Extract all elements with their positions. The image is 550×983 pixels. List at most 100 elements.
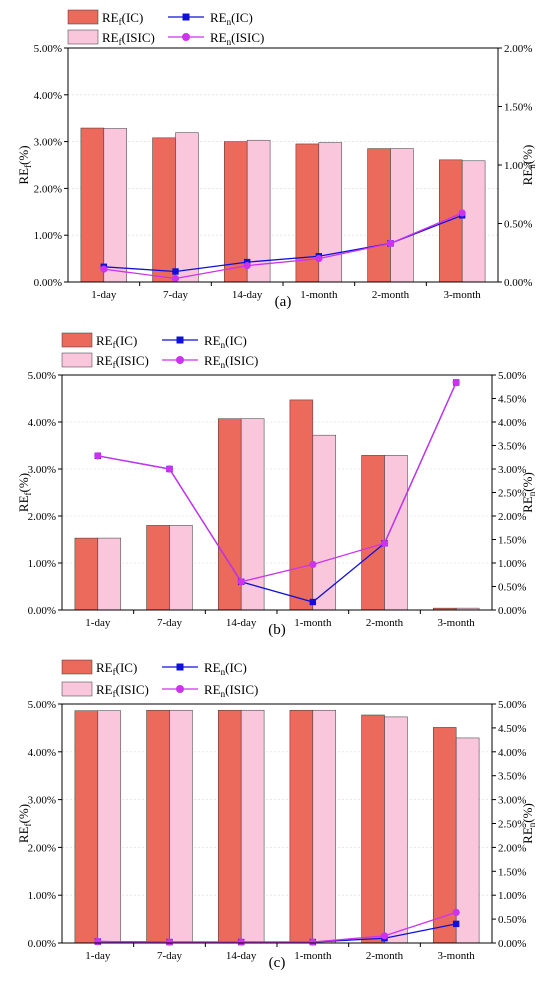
y-right-tick-label: 2.00% (498, 842, 526, 854)
x-tick-label: 1-month (294, 950, 332, 962)
x-tick-label: 7-day (163, 289, 189, 301)
panel-label: (a) (275, 294, 292, 310)
bar-ic (146, 709, 170, 944)
legend-label-suffix: (IC) (225, 333, 247, 348)
legend-label-sub: f (113, 667, 116, 677)
legend-label-suffix: (IC) (116, 333, 138, 348)
y-right-tick-label: 5.00% (498, 370, 526, 382)
y-right-tick-label: 0.50% (504, 219, 532, 231)
bar-isic (312, 434, 337, 611)
bar-isic (97, 710, 122, 944)
y-right-tick-label: 2.00% (504, 43, 532, 55)
legend: REf(IC)REf(ISIC)REn(IC)REn(ISIC) (67, 9, 264, 47)
y-left-tick-label: 4.00% (34, 90, 62, 102)
point-marker (386, 239, 395, 247)
y-right-tick-label: 0.50% (498, 914, 526, 926)
legend-label: REn(IC) (204, 333, 247, 350)
y-right-axis-title-sub: n (527, 491, 537, 496)
legend-label-suffix: (IC) (116, 660, 138, 675)
point-marker (380, 539, 389, 547)
y-left-tick-label: 0.00% (34, 277, 62, 289)
y-right-axis-title-suffix: (%) (520, 472, 535, 492)
legend-label-suffix: (ISIC) (122, 30, 155, 45)
y-left-tick-label: 2.00% (28, 842, 56, 854)
y-left-axis-title: REf(%) (16, 473, 33, 512)
legend-label-suffix: (IC) (225, 660, 247, 675)
legend-label-sub: f (113, 360, 116, 370)
y-right-axis-title-sub: n (527, 822, 537, 827)
y-right-tick-label: 2.00% (498, 511, 526, 523)
y-right-axis-title-suffix: (%) (520, 145, 535, 165)
x-tick-label: 1-day (85, 617, 111, 629)
x-tick-label: 1-day (85, 950, 111, 962)
legend-label-base: RE (204, 682, 221, 697)
bar-ic (367, 148, 391, 283)
bar-ic (289, 709, 314, 944)
legend-label: REf(ISIC) (96, 353, 149, 370)
legend-label-base: RE (102, 30, 119, 45)
x-tick-label: 2-month (366, 617, 404, 629)
y-left-axis-title-suffix: (%) (16, 473, 31, 493)
legend-label: REf(IC) (96, 660, 137, 677)
panel-label: (c) (269, 955, 286, 971)
legend-swatch-bar (61, 352, 93, 368)
legend-label-base: RE (96, 353, 113, 368)
chart-panel-2: 0.00% 1.00% 2.00% 3.00% 4.00% 5.00% 0.00% 0.50%… (16, 332, 537, 638)
legend-swatch-bar (67, 9, 99, 25)
y-left-axis-title-sub: f (23, 823, 33, 826)
bar-ic (361, 455, 385, 611)
point-marker (458, 209, 466, 217)
bar-isic (461, 160, 486, 283)
legend-label-suffix: (IC) (231, 10, 253, 25)
bar-ic (80, 127, 105, 283)
legend-marker (176, 356, 184, 364)
legend-label-base: RE (210, 30, 227, 45)
legend-marker (176, 336, 184, 344)
legend-label: REn(IC) (210, 10, 253, 27)
legend-label-suffix: (IC) (122, 10, 144, 25)
legend-label-base: RE (204, 333, 221, 348)
legend-label-sub: n (227, 37, 232, 47)
point-marker (237, 938, 245, 946)
legend-label-sub: f (113, 689, 116, 699)
legend-label-suffix: (ISIC) (225, 682, 258, 697)
legend-label-suffix: (ISIC) (225, 353, 258, 368)
plot-frame (61, 703, 493, 944)
legend: REf(IC)REf(ISIC)REn(IC)REn(ISIC) (61, 332, 258, 370)
y-left-tick-label: 1.00% (28, 890, 56, 902)
x-tick-label: 7-day (157, 950, 183, 962)
series-line-isic (97, 911, 457, 943)
y-right-axis-title-base: RE (520, 169, 535, 186)
point-marker (452, 378, 460, 387)
y-right-tick-label: 1.00% (498, 558, 526, 570)
y-left-tick-label: 0.00% (28, 938, 56, 950)
y-right-tick-label: 4.50% (498, 723, 526, 735)
legend-label: REn(ISIC) (204, 353, 258, 370)
bar-isic (103, 128, 128, 283)
y-right-axis-title-suffix: (%) (520, 803, 535, 823)
legend-label-sub: f (119, 37, 122, 47)
legend-swatch-bar (61, 659, 93, 675)
legend-label-sub: f (119, 17, 122, 27)
legend-label-base: RE (96, 682, 113, 697)
legend-marker (176, 685, 184, 693)
y-right-tick-label: 1.00% (498, 890, 526, 902)
bar-ic (74, 710, 99, 944)
y-left-axis-title: REf(%) (16, 804, 33, 843)
y-right-tick-label: 4.50% (498, 394, 526, 406)
x-tick-label: 3-month (438, 950, 476, 962)
legend-swatch-bar (67, 29, 99, 45)
legend-swatch-bar (61, 681, 93, 697)
y-left-tick-label: 5.00% (28, 699, 56, 711)
y-right-axis-title: REn(%) (520, 145, 537, 186)
legend-label-base: RE (102, 10, 119, 25)
legend-label: REn(ISIC) (204, 682, 258, 699)
y-left-axis-title-sub: f (23, 492, 33, 495)
x-tick-label: 3-month (444, 289, 482, 301)
y-left-axis-title-base: RE (16, 826, 31, 843)
bar-isic (390, 148, 414, 283)
legend-marker (182, 13, 190, 21)
y-left-tick-label: 4.00% (28, 417, 56, 429)
bar-isic (97, 537, 122, 611)
legend-label-sub: n (221, 360, 226, 370)
